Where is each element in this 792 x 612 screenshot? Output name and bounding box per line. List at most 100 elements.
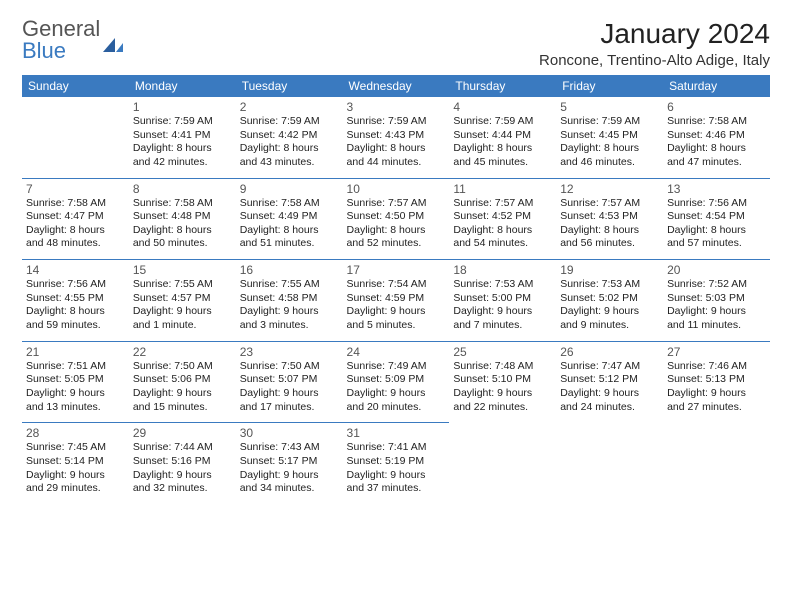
- day-number: 25: [453, 345, 552, 359]
- day-number: 1: [133, 100, 232, 114]
- calendar-week-row: 28Sunrise: 7:45 AMSunset: 5:14 PMDayligh…: [22, 423, 770, 504]
- calendar-day-cell: 19Sunrise: 7:53 AMSunset: 5:02 PMDayligh…: [556, 260, 663, 342]
- calendar-day-cell: [449, 423, 556, 504]
- day-number: 27: [667, 345, 766, 359]
- day-number: 13: [667, 182, 766, 196]
- day-number: 4: [453, 100, 552, 114]
- day-info: Sunrise: 7:53 AMSunset: 5:00 PMDaylight:…: [453, 278, 552, 333]
- calendar-day-cell: 30Sunrise: 7:43 AMSunset: 5:17 PMDayligh…: [236, 423, 343, 504]
- calendar-day-cell: 25Sunrise: 7:48 AMSunset: 5:10 PMDayligh…: [449, 341, 556, 423]
- day-number: 28: [26, 426, 125, 440]
- weekday-header: Saturday: [663, 75, 770, 97]
- day-info: Sunrise: 7:48 AMSunset: 5:10 PMDaylight:…: [453, 360, 552, 415]
- calendar-week-row: 7Sunrise: 7:58 AMSunset: 4:47 PMDaylight…: [22, 178, 770, 260]
- day-info: Sunrise: 7:45 AMSunset: 5:14 PMDaylight:…: [26, 441, 125, 496]
- calendar-day-cell: 22Sunrise: 7:50 AMSunset: 5:06 PMDayligh…: [129, 341, 236, 423]
- day-info: Sunrise: 7:56 AMSunset: 4:54 PMDaylight:…: [667, 197, 766, 252]
- weekday-header: Friday: [556, 75, 663, 97]
- day-number: 17: [347, 263, 446, 277]
- day-number: 15: [133, 263, 232, 277]
- calendar-day-cell: [556, 423, 663, 504]
- calendar-day-cell: 24Sunrise: 7:49 AMSunset: 5:09 PMDayligh…: [343, 341, 450, 423]
- calendar-day-cell: 6Sunrise: 7:58 AMSunset: 4:46 PMDaylight…: [663, 97, 770, 178]
- day-number: 2: [240, 100, 339, 114]
- day-info: Sunrise: 7:57 AMSunset: 4:53 PMDaylight:…: [560, 197, 659, 252]
- day-number: 12: [560, 182, 659, 196]
- day-number: 9: [240, 182, 339, 196]
- calendar-day-cell: 8Sunrise: 7:58 AMSunset: 4:48 PMDaylight…: [129, 178, 236, 260]
- day-number: 24: [347, 345, 446, 359]
- day-number: 16: [240, 263, 339, 277]
- day-number: 26: [560, 345, 659, 359]
- day-number: 8: [133, 182, 232, 196]
- calendar-week-row: 21Sunrise: 7:51 AMSunset: 5:05 PMDayligh…: [22, 341, 770, 423]
- calendar-day-cell: 11Sunrise: 7:57 AMSunset: 4:52 PMDayligh…: [449, 178, 556, 260]
- day-info: Sunrise: 7:43 AMSunset: 5:17 PMDaylight:…: [240, 441, 339, 496]
- weekday-header: Sunday: [22, 75, 129, 97]
- day-number: 11: [453, 182, 552, 196]
- day-number: 19: [560, 263, 659, 277]
- calendar-day-cell: 27Sunrise: 7:46 AMSunset: 5:13 PMDayligh…: [663, 341, 770, 423]
- day-info: Sunrise: 7:58 AMSunset: 4:48 PMDaylight:…: [133, 197, 232, 252]
- calendar-day-cell: 18Sunrise: 7:53 AMSunset: 5:00 PMDayligh…: [449, 260, 556, 342]
- calendar-day-cell: 3Sunrise: 7:59 AMSunset: 4:43 PMDaylight…: [343, 97, 450, 178]
- day-number: 6: [667, 100, 766, 114]
- calendar-day-cell: 9Sunrise: 7:58 AMSunset: 4:49 PMDaylight…: [236, 178, 343, 260]
- day-info: Sunrise: 7:59 AMSunset: 4:41 PMDaylight:…: [133, 115, 232, 170]
- calendar-day-cell: 21Sunrise: 7:51 AMSunset: 5:05 PMDayligh…: [22, 341, 129, 423]
- day-info: Sunrise: 7:49 AMSunset: 5:09 PMDaylight:…: [347, 360, 446, 415]
- calendar-day-cell: 7Sunrise: 7:58 AMSunset: 4:47 PMDaylight…: [22, 178, 129, 260]
- calendar-day-cell: 4Sunrise: 7:59 AMSunset: 4:44 PMDaylight…: [449, 97, 556, 178]
- day-number: 10: [347, 182, 446, 196]
- calendar-day-cell: [663, 423, 770, 504]
- calendar-day-cell: 12Sunrise: 7:57 AMSunset: 4:53 PMDayligh…: [556, 178, 663, 260]
- day-info: Sunrise: 7:59 AMSunset: 4:43 PMDaylight:…: [347, 115, 446, 170]
- day-number: 3: [347, 100, 446, 114]
- day-info: Sunrise: 7:50 AMSunset: 5:06 PMDaylight:…: [133, 360, 232, 415]
- day-info: Sunrise: 7:58 AMSunset: 4:47 PMDaylight:…: [26, 197, 125, 252]
- calendar-day-cell: 28Sunrise: 7:45 AMSunset: 5:14 PMDayligh…: [22, 423, 129, 504]
- day-info: Sunrise: 7:55 AMSunset: 4:58 PMDaylight:…: [240, 278, 339, 333]
- day-number: 20: [667, 263, 766, 277]
- day-info: Sunrise: 7:57 AMSunset: 4:50 PMDaylight:…: [347, 197, 446, 252]
- logo-line1: General: [22, 18, 100, 40]
- day-info: Sunrise: 7:57 AMSunset: 4:52 PMDaylight:…: [453, 197, 552, 252]
- calendar-day-cell: 16Sunrise: 7:55 AMSunset: 4:58 PMDayligh…: [236, 260, 343, 342]
- location: Roncone, Trentino-Alto Adige, Italy: [539, 52, 770, 69]
- calendar-day-cell: 2Sunrise: 7:59 AMSunset: 4:42 PMDaylight…: [236, 97, 343, 178]
- calendar-day-cell: 20Sunrise: 7:52 AMSunset: 5:03 PMDayligh…: [663, 260, 770, 342]
- weekday-header: Tuesday: [236, 75, 343, 97]
- calendar-day-cell: 15Sunrise: 7:55 AMSunset: 4:57 PMDayligh…: [129, 260, 236, 342]
- calendar-day-cell: 13Sunrise: 7:56 AMSunset: 4:54 PMDayligh…: [663, 178, 770, 260]
- day-info: Sunrise: 7:46 AMSunset: 5:13 PMDaylight:…: [667, 360, 766, 415]
- weekday-header-row: SundayMondayTuesdayWednesdayThursdayFrid…: [22, 75, 770, 97]
- day-info: Sunrise: 7:50 AMSunset: 5:07 PMDaylight:…: [240, 360, 339, 415]
- day-info: Sunrise: 7:52 AMSunset: 5:03 PMDaylight:…: [667, 278, 766, 333]
- day-info: Sunrise: 7:47 AMSunset: 5:12 PMDaylight:…: [560, 360, 659, 415]
- logo-sail-icon: [103, 38, 123, 52]
- day-info: Sunrise: 7:44 AMSunset: 5:16 PMDaylight:…: [133, 441, 232, 496]
- day-number: 18: [453, 263, 552, 277]
- calendar-day-cell: 10Sunrise: 7:57 AMSunset: 4:50 PMDayligh…: [343, 178, 450, 260]
- weekday-header: Monday: [129, 75, 236, 97]
- day-info: Sunrise: 7:56 AMSunset: 4:55 PMDaylight:…: [26, 278, 125, 333]
- calendar-day-cell: 14Sunrise: 7:56 AMSunset: 4:55 PMDayligh…: [22, 260, 129, 342]
- weekday-header: Thursday: [449, 75, 556, 97]
- calendar-day-cell: 5Sunrise: 7:59 AMSunset: 4:45 PMDaylight…: [556, 97, 663, 178]
- calendar-day-cell: 23Sunrise: 7:50 AMSunset: 5:07 PMDayligh…: [236, 341, 343, 423]
- weekday-header: Wednesday: [343, 75, 450, 97]
- header: General Blue January 2024 Roncone, Trent…: [22, 18, 770, 69]
- calendar-day-cell: 1Sunrise: 7:59 AMSunset: 4:41 PMDaylight…: [129, 97, 236, 178]
- day-info: Sunrise: 7:54 AMSunset: 4:59 PMDaylight:…: [347, 278, 446, 333]
- day-number: 31: [347, 426, 446, 440]
- day-info: Sunrise: 7:51 AMSunset: 5:05 PMDaylight:…: [26, 360, 125, 415]
- day-number: 23: [240, 345, 339, 359]
- day-info: Sunrise: 7:58 AMSunset: 4:49 PMDaylight:…: [240, 197, 339, 252]
- logo: General Blue: [22, 18, 123, 62]
- day-number: 7: [26, 182, 125, 196]
- calendar-day-cell: 29Sunrise: 7:44 AMSunset: 5:16 PMDayligh…: [129, 423, 236, 504]
- month-title: January 2024: [539, 18, 770, 50]
- calendar-day-cell: 31Sunrise: 7:41 AMSunset: 5:19 PMDayligh…: [343, 423, 450, 504]
- calendar-day-cell: 17Sunrise: 7:54 AMSunset: 4:59 PMDayligh…: [343, 260, 450, 342]
- day-info: Sunrise: 7:58 AMSunset: 4:46 PMDaylight:…: [667, 115, 766, 170]
